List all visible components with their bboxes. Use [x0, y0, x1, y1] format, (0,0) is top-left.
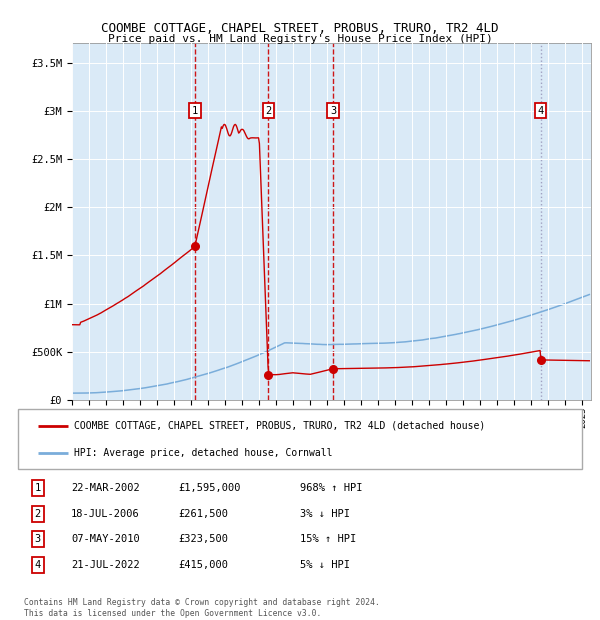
Text: 2: 2: [265, 106, 271, 116]
Text: Price paid vs. HM Land Registry's House Price Index (HPI): Price paid vs. HM Land Registry's House …: [107, 34, 493, 44]
Text: HPI: Average price, detached house, Cornwall: HPI: Average price, detached house, Corn…: [74, 448, 332, 458]
Text: 2: 2: [35, 508, 41, 518]
Text: 18-JUL-2006: 18-JUL-2006: [71, 508, 140, 518]
Text: £415,000: £415,000: [179, 560, 229, 570]
Text: Contains HM Land Registry data © Crown copyright and database right 2024.
This d: Contains HM Land Registry data © Crown c…: [24, 598, 380, 618]
Text: 3% ↓ HPI: 3% ↓ HPI: [300, 508, 350, 518]
Text: COOMBE COTTAGE, CHAPEL STREET, PROBUS, TRURO, TR2 4LD (detached house): COOMBE COTTAGE, CHAPEL STREET, PROBUS, T…: [74, 421, 485, 431]
Text: 1: 1: [192, 106, 198, 116]
Text: 1: 1: [35, 483, 41, 493]
Text: £323,500: £323,500: [179, 534, 229, 544]
FancyBboxPatch shape: [19, 409, 581, 469]
Text: 3: 3: [330, 106, 337, 116]
Text: £1,595,000: £1,595,000: [179, 483, 241, 493]
Text: £261,500: £261,500: [179, 508, 229, 518]
Text: 3: 3: [35, 534, 41, 544]
Text: 15% ↑ HPI: 15% ↑ HPI: [300, 534, 356, 544]
Text: 4: 4: [538, 106, 544, 116]
Text: 07-MAY-2010: 07-MAY-2010: [71, 534, 140, 544]
Text: 4: 4: [35, 560, 41, 570]
Text: COOMBE COTTAGE, CHAPEL STREET, PROBUS, TRURO, TR2 4LD: COOMBE COTTAGE, CHAPEL STREET, PROBUS, T…: [101, 22, 499, 35]
Text: 22-MAR-2002: 22-MAR-2002: [71, 483, 140, 493]
Text: 968% ↑ HPI: 968% ↑ HPI: [300, 483, 362, 493]
Text: 5% ↓ HPI: 5% ↓ HPI: [300, 560, 350, 570]
Text: 21-JUL-2022: 21-JUL-2022: [71, 560, 140, 570]
